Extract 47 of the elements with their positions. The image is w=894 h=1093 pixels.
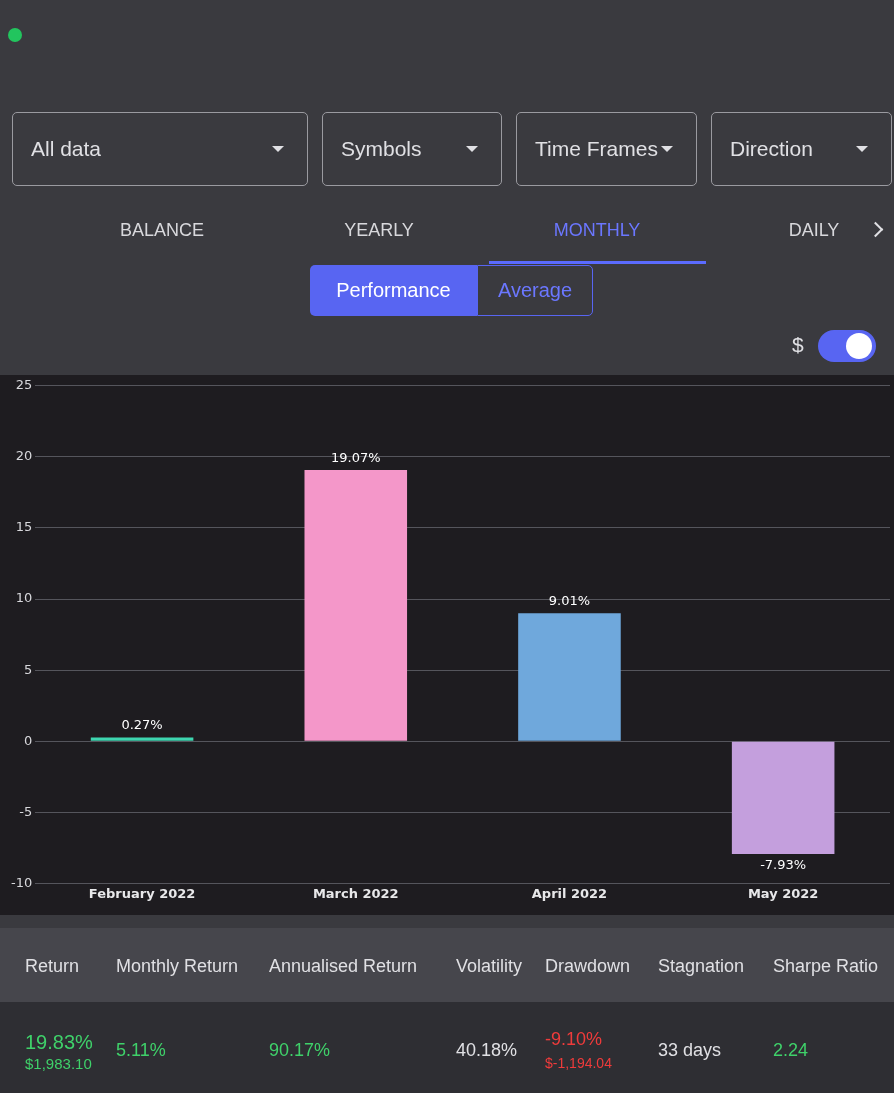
y-tick-label: -10 xyxy=(11,874,33,890)
x-tick-label: April 2022 xyxy=(531,885,608,901)
text: 2.24 xyxy=(773,1040,809,1061)
text: Time Frames xyxy=(516,112,697,186)
text: DAILY xyxy=(787,220,841,241)
text: Drawdown xyxy=(545,956,631,977)
bar xyxy=(518,613,621,741)
text: Volatility xyxy=(456,956,523,977)
text: Direction xyxy=(711,112,892,186)
text: Annualised Return xyxy=(269,956,418,977)
y-tick-label: 5 xyxy=(23,661,33,677)
data-label: -7.93% xyxy=(760,856,807,872)
data-label: 9.01% xyxy=(548,593,591,609)
x-tick-label: February 2022 xyxy=(88,885,196,901)
text: Performance xyxy=(310,265,477,316)
text: Average xyxy=(477,265,593,316)
text: Monthly Return xyxy=(116,956,239,977)
x-tick-label: May 2022 xyxy=(747,885,819,901)
data-label: 0.27% xyxy=(121,717,163,733)
y-tick-label: 0 xyxy=(23,732,33,748)
text: 33 days xyxy=(658,1040,722,1061)
bar xyxy=(731,741,835,854)
y-tick-label: 20 xyxy=(15,448,33,464)
text: MONTHLY xyxy=(552,220,642,241)
text: Return xyxy=(25,956,80,977)
text: Symbols xyxy=(322,112,502,186)
y-tick-label: 10 xyxy=(15,590,33,606)
text: -9.10% xyxy=(545,1029,603,1050)
text: $-1,194.04 xyxy=(545,1055,612,1071)
text: Stagnation xyxy=(658,956,745,977)
data-label: 19.07% xyxy=(330,449,381,465)
y-tick-label: 25 xyxy=(15,377,33,393)
text: 19.83% xyxy=(25,1031,93,1054)
y-tick-label: 15 xyxy=(15,519,33,535)
text: YEARLY xyxy=(343,220,415,241)
text: $ xyxy=(792,333,804,357)
bar xyxy=(304,470,408,741)
x-tick-label: March 2022 xyxy=(312,885,399,901)
text: 40.18% xyxy=(456,1040,518,1061)
text: BALANCE xyxy=(118,220,205,241)
text: 5.11% xyxy=(116,1040,166,1061)
bar xyxy=(90,737,194,741)
text: 90.17% xyxy=(269,1040,331,1061)
text: $1,983.10 xyxy=(25,1055,92,1072)
text: All data xyxy=(12,112,308,186)
text: Sharpe Ratio xyxy=(773,956,879,977)
y-tick-label: -5 xyxy=(19,803,33,819)
